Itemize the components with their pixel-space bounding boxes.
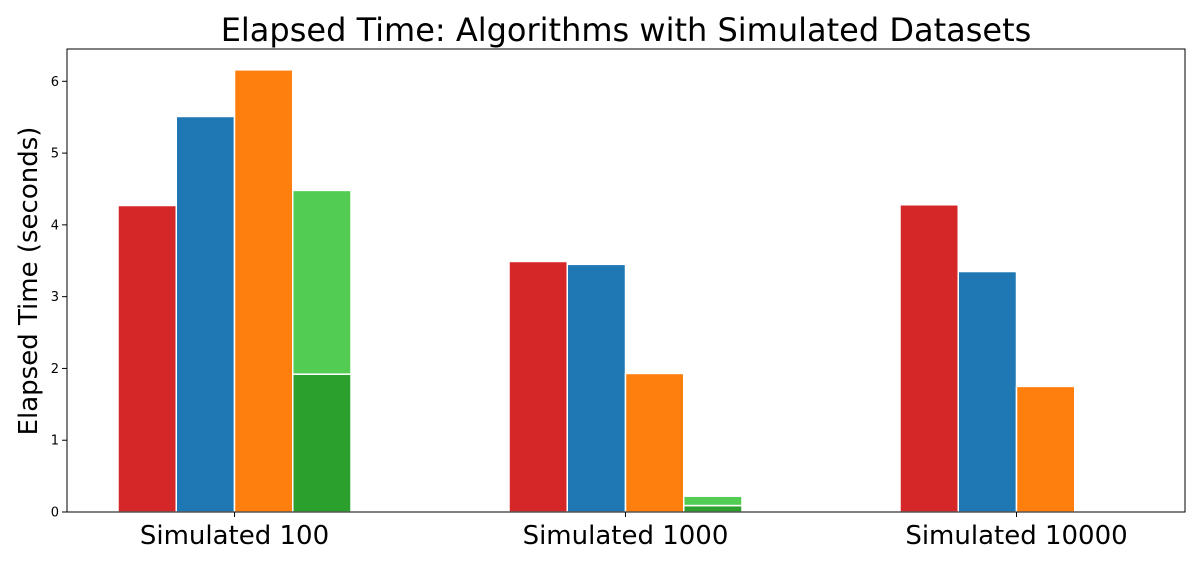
- x-tick-label: Simulated 1000: [523, 521, 729, 551]
- y-ticks-group: 0 1 2 3 4 5 6: [51, 75, 67, 521]
- chart-title: Elapsed Time: Algorithms with Simulated …: [221, 11, 1032, 49]
- bar-1-2: [624, 372, 685, 513]
- bar-2-1: [957, 270, 1018, 513]
- bar-0-1: [175, 115, 236, 513]
- bar-1-1: [566, 263, 627, 513]
- x-tick-label: Simulated 10000: [905, 521, 1127, 551]
- bar-0-0: [117, 204, 177, 513]
- y-axis-label: Elapsed Time (seconds): [14, 127, 44, 436]
- bar-2-0: [899, 204, 959, 513]
- bar-0-3-seg-1: [292, 189, 352, 375]
- bar-1-3-seg-1: [683, 495, 743, 507]
- y-tick-label: 4: [51, 218, 59, 233]
- y-tick-label: 2: [51, 362, 59, 377]
- bar-2-2: [1015, 385, 1076, 513]
- y-tick-label: 6: [51, 75, 59, 90]
- bar-1-3-seg-0: [683, 504, 743, 513]
- y-tick-label: 5: [51, 147, 59, 162]
- y-tick-label: 0: [51, 506, 59, 521]
- y-tick-label: 3: [51, 290, 59, 305]
- bars-group: [117, 69, 1076, 513]
- bar-0-2: [233, 69, 294, 513]
- plot-frame: [66, 48, 1186, 513]
- y-tick-label: 1: [51, 434, 59, 449]
- x-tick-label: Simulated 100: [140, 521, 329, 551]
- x-ticks-group: Simulated 100 Simulated 1000 Simulated 100…: [140, 512, 1128, 551]
- bar-1-0: [508, 260, 568, 513]
- bar-0-3-seg-0: [292, 373, 352, 513]
